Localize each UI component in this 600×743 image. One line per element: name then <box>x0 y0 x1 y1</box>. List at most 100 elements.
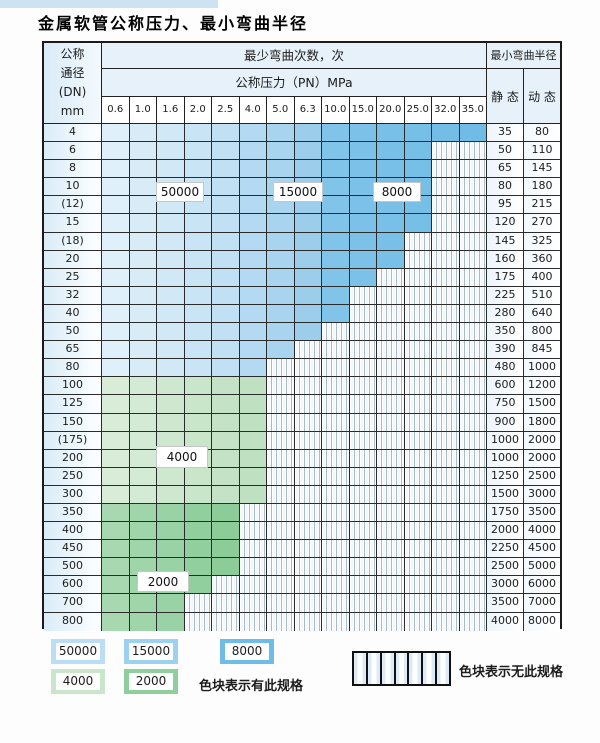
grid-cell <box>377 522 405 540</box>
dn-cell: 450 <box>44 540 102 558</box>
table-row: (175) 1000 2000 <box>44 431 560 450</box>
grid-cell <box>349 196 377 214</box>
pressure-col-header: 15.0 <box>350 97 377 123</box>
grid-cell <box>322 612 350 631</box>
grid-cell <box>129 431 157 449</box>
grid-cell <box>349 142 377 160</box>
dynamic-value-cell: 1500 <box>524 395 560 413</box>
grid-cell <box>184 377 212 395</box>
grid-cell <box>459 431 487 449</box>
legend-swatch-4000: 4000 <box>51 669 105 694</box>
grid-cell <box>459 341 487 359</box>
grid-cell <box>432 467 460 485</box>
grid-cell <box>129 160 157 178</box>
grid-cell <box>102 395 130 413</box>
grid-cell <box>184 395 212 413</box>
grid-cell <box>239 214 267 232</box>
grid-cell <box>212 268 240 286</box>
grid-cell <box>184 485 212 503</box>
grid-cell <box>184 142 212 160</box>
dn-header-line: 通径 <box>60 66 85 80</box>
table-row: 65 390 845 <box>44 341 560 360</box>
grid-cell <box>404 214 432 232</box>
grid-cell <box>267 214 295 232</box>
grid-cell <box>322 304 350 323</box>
legend-swatch-15000: 15000 <box>124 639 178 664</box>
grid-cell <box>129 449 157 467</box>
table-row: 125 750 1500 <box>44 395 560 414</box>
grid-cell <box>267 286 295 304</box>
grid-cell <box>432 142 460 160</box>
static-value-cell: 175 <box>487 268 524 286</box>
grid-cell <box>377 359 405 377</box>
grid-cell <box>322 594 350 612</box>
dynamic-value-cell: 7000 <box>524 594 560 612</box>
table-row: 700 3500 7000 <box>44 594 560 613</box>
grid-cell <box>349 160 377 178</box>
table-row: 50 350 800 <box>44 323 560 342</box>
dynamic-value-cell: 845 <box>524 341 560 359</box>
grid-cell <box>102 232 130 250</box>
grid-cell <box>349 304 377 323</box>
grid-cell <box>432 431 460 449</box>
grid-cell <box>459 323 487 341</box>
dn-cell: 350 <box>44 503 102 522</box>
spec-table: 公称 通径 (DN) mm 最少弯曲次数，次 公称压力（PN）MPa 0.6 1.… <box>42 41 562 631</box>
static-value-cell: 1000 <box>487 449 524 467</box>
grid-cell <box>129 413 157 431</box>
dn-cell: 65 <box>44 341 102 359</box>
static-value-cell: 4000 <box>487 612 524 631</box>
pressure-col-header: 25.0 <box>405 97 432 123</box>
grid-cell <box>322 576 350 594</box>
grid-cell <box>157 612 185 631</box>
grid-cell <box>294 540 322 558</box>
static-header: 静 态 <box>487 69 524 123</box>
grid-cell <box>322 268 350 286</box>
grid-cell <box>239 594 267 612</box>
grid-cell <box>239 160 267 178</box>
grid-cell <box>349 576 377 594</box>
dn-cell: 8 <box>44 160 102 178</box>
grid-cell <box>157 377 185 395</box>
grid-cell <box>239 485 267 503</box>
grid-cell <box>322 359 350 377</box>
grid-cell <box>267 359 295 377</box>
pressure-col-header: 32.0 <box>432 97 460 123</box>
grid-cell <box>432 540 460 558</box>
static-value-cell: 750 <box>487 395 524 413</box>
pressure-col-header: 6.3 <box>295 97 322 123</box>
grid-cell <box>212 612 240 631</box>
grid-cell <box>129 522 157 540</box>
pressure-col-header: 2.5 <box>212 97 240 123</box>
grid-cell <box>377 395 405 413</box>
grid-cell <box>267 612 295 631</box>
dynamic-value-cell: 2000 <box>524 431 560 449</box>
grid-cell <box>184 323 212 341</box>
grid-cell <box>322 160 350 178</box>
grid-cell <box>349 540 377 558</box>
dn-cell: 40 <box>44 304 102 323</box>
grid-cell <box>404 612 432 631</box>
dn-cell: (175) <box>44 431 102 449</box>
grid-cell <box>377 449 405 467</box>
grid-cell <box>157 540 185 558</box>
grid-cell <box>322 467 350 485</box>
grid-cell <box>157 304 185 323</box>
grid-cell <box>102 576 130 594</box>
grid-cell <box>212 540 240 558</box>
grid-cell <box>157 594 185 612</box>
grid-cell <box>349 377 377 395</box>
grid-cell <box>322 413 350 431</box>
grid-cell <box>239 413 267 431</box>
table-row: 300 1500 3000 <box>44 485 560 504</box>
grid-cell <box>349 503 377 522</box>
grid-cell <box>349 467 377 485</box>
grid-cell <box>129 485 157 503</box>
grid-cell <box>184 431 212 449</box>
grid-cell <box>377 431 405 449</box>
grid-cell <box>349 558 377 576</box>
grid-cell <box>129 503 157 522</box>
grid-cell <box>157 160 185 178</box>
grid-cell <box>294 612 322 631</box>
grid-cell <box>322 522 350 540</box>
